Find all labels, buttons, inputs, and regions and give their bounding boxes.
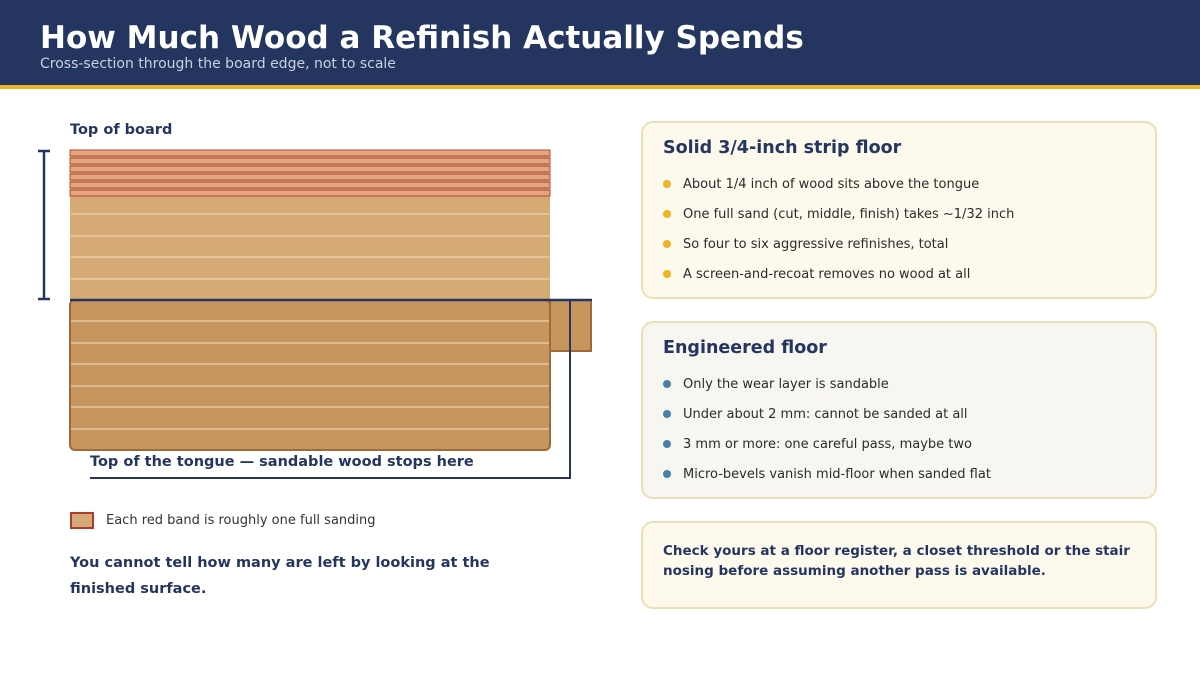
sanding-band: [69, 181, 551, 189]
check-tip-text: Check yours at a floor register, a close…: [663, 543, 1130, 579]
list-item-text: Under about 2 mm: cannot be sanded at al…: [683, 406, 968, 422]
warning-note: You cannot tell how many are left by loo…: [70, 555, 490, 597]
page-subtitle: Cross-section through the board edge, no…: [40, 56, 396, 72]
solid-floor-title: Solid 3/4-inch strip floor: [663, 138, 902, 158]
page-title: How Much Wood a Refinish Actually Spends: [40, 20, 804, 56]
sanding-band: [69, 189, 551, 197]
bullet-dot-icon: [663, 270, 671, 278]
wood-grain-lines: [71, 213, 549, 430]
sanding-band: [69, 149, 551, 157]
tongue-top-label: Top of the tongue — sandable wood stops …: [90, 454, 474, 470]
list-item: Micro-bevels vanish mid-floor when sande…: [663, 459, 991, 489]
list-item: Under about 2 mm: cannot be sanded at al…: [663, 399, 991, 429]
list-item-text: Only the wear layer is sandable: [683, 376, 889, 392]
list-item: About 1/4 inch of wood sits above the to…: [663, 169, 1014, 199]
engineered-floor-list: Only the wear layer is sandable Under ab…: [663, 369, 991, 489]
sanding-band: [69, 157, 551, 165]
bullet-dot-icon: [663, 380, 671, 388]
bullet-dot-icon: [663, 440, 671, 448]
legend: Each red band is roughly one full sandin…: [70, 511, 376, 529]
list-item-text: 3 mm or more: one careful pass, maybe tw…: [683, 436, 972, 452]
bullet-dot-icon: [663, 470, 671, 478]
sanding-band: [69, 165, 551, 173]
bullet-dot-icon: [663, 180, 671, 188]
board-cross-section-diagram: Top of board Top of the tongue — sandabl…: [38, 122, 592, 479]
bullet-dot-icon: [663, 240, 671, 248]
list-item-text: So four to six aggressive refinishes, to…: [683, 236, 949, 252]
list-item-text: Micro-bevels vanish mid-floor when sande…: [683, 466, 991, 482]
lower-board-body: [69, 299, 551, 451]
list-item: 3 mm or more: one careful pass, maybe tw…: [663, 429, 991, 459]
engineered-floor-title: Engineered floor: [663, 338, 827, 358]
tongue-callout-leader: [90, 300, 571, 479]
bullet-dot-icon: [663, 210, 671, 218]
legend-swatch-sanding-band: [70, 511, 94, 529]
solid-floor-list: About 1/4 inch of wood sits above the to…: [663, 169, 1014, 289]
legend-label: Each red band is roughly one full sandin…: [106, 512, 376, 528]
list-item-text: A screen-and-recoat removes no wood at a…: [683, 266, 971, 282]
list-item: One full sand (cut, middle, finish) take…: [663, 199, 1014, 229]
engineered-floor-card: Engineered floor Only the wear layer is …: [641, 321, 1157, 499]
solid-floor-card: Solid 3/4-inch strip floor About 1/4 inc…: [641, 121, 1157, 299]
list-item: A screen-and-recoat removes no wood at a…: [663, 259, 1014, 289]
top-of-board-label: Top of board: [70, 122, 172, 138]
sanding-bands: [69, 149, 551, 197]
list-item-text: About 1/4 inch of wood sits above the to…: [683, 176, 980, 192]
list-item: So four to six aggressive refinishes, to…: [663, 229, 1014, 259]
sanding-band: [69, 173, 551, 181]
header-bar: How Much Wood a Refinish Actually Spends…: [0, 0, 1200, 85]
check-tip-card: Check yours at a floor register, a close…: [641, 521, 1157, 609]
header-accent-stripe: [0, 85, 1200, 89]
list-item: Only the wear layer is sandable: [663, 369, 991, 399]
sandable-depth-bracket: [38, 149, 50, 301]
bullet-dot-icon: [663, 410, 671, 418]
list-item-text: One full sand (cut, middle, finish) take…: [683, 206, 1015, 222]
